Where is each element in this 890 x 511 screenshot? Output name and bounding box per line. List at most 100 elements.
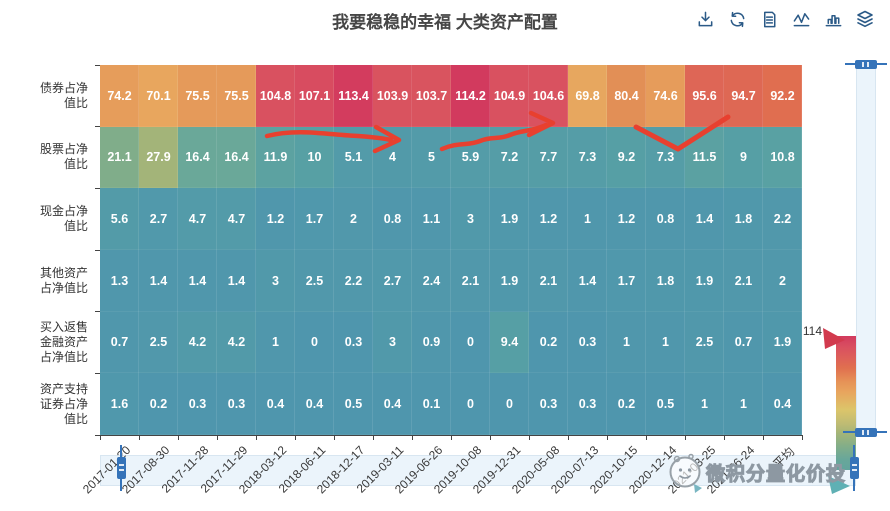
heatmap-cell[interactable]: 0.3 [334, 311, 373, 374]
heatmap-cell[interactable]: 11.5 [685, 126, 724, 189]
heatmap-cell[interactable]: 5 [412, 126, 451, 189]
heatmap-cell[interactable]: 2.2 [334, 250, 373, 312]
datazoom-horizontal-track[interactable] [100, 455, 856, 486]
heatmap-cell[interactable]: 0 [490, 373, 529, 435]
heatmap-cell[interactable]: 0.3 [568, 311, 607, 374]
heatmap-cell[interactable]: 1 [256, 311, 295, 374]
heatmap-cell[interactable]: 0 [295, 311, 334, 374]
restore-icon[interactable] [726, 8, 748, 30]
heatmap-cell[interactable]: 9.4 [490, 311, 529, 374]
heatmap-cell[interactable]: 2 [763, 250, 802, 312]
heatmap-cell[interactable]: 0.3 [217, 373, 256, 435]
heatmap-cell[interactable]: 2.5 [685, 311, 724, 374]
visualmap-lower-handle-icon[interactable] [828, 476, 850, 494]
heatmap-cell[interactable]: 1.4 [217, 250, 256, 312]
heatmap-cell[interactable]: 16.4 [178, 126, 217, 189]
data-view-icon[interactable] [758, 8, 780, 30]
heatmap-cell[interactable]: 0.3 [178, 373, 217, 435]
heatmap-cell[interactable]: 2.5 [295, 250, 334, 312]
heatmap-cell[interactable]: 1.9 [685, 250, 724, 312]
heatmap-cell[interactable]: 11.9 [256, 126, 295, 189]
heatmap-cell[interactable]: 2.7 [373, 250, 412, 312]
heatmap-cell[interactable]: 0.4 [295, 373, 334, 435]
heatmap-cell[interactable]: 92.2 [763, 65, 802, 127]
heatmap-cell[interactable]: 9.2 [607, 126, 646, 189]
heatmap-cell[interactable]: 1.7 [607, 250, 646, 312]
visualmap-upper-handle-icon[interactable] [823, 328, 845, 349]
heatmap-cell[interactable]: 107.1 [295, 65, 334, 127]
heatmap-cell[interactable]: 4.7 [178, 188, 217, 250]
heatmap-cell[interactable]: 0.3 [529, 373, 568, 435]
heatmap-cell[interactable]: 4.2 [217, 311, 256, 374]
visualmap-gradient-bar[interactable] [836, 336, 856, 470]
heatmap-cell[interactable]: 7.3 [568, 126, 607, 189]
heatmap-cell[interactable]: 21.1 [100, 126, 139, 189]
heatmap-cell[interactable]: 3 [256, 250, 295, 312]
heatmap-cell[interactable]: 1 [685, 373, 724, 435]
heatmap-cell[interactable]: 9 [724, 126, 763, 189]
heatmap-cell[interactable]: 1.2 [607, 188, 646, 250]
heatmap-cell[interactable]: 1.9 [490, 188, 529, 250]
heatmap-cell[interactable]: 2.1 [529, 250, 568, 312]
heatmap-cell[interactable]: 113.4 [334, 65, 373, 127]
heatmap-cell[interactable]: 0.2 [607, 373, 646, 435]
line-chart-icon[interactable] [790, 8, 812, 30]
heatmap-cell[interactable]: 0.3 [568, 373, 607, 435]
heatmap-cell[interactable]: 0.2 [139, 373, 178, 435]
heatmap-cell[interactable]: 4.7 [217, 188, 256, 250]
heatmap-cell[interactable]: 80.4 [607, 65, 646, 127]
heatmap-cell[interactable]: 2.5 [139, 311, 178, 374]
datazoom-horizontal-left-handle[interactable] [116, 457, 126, 479]
heatmap-cell[interactable]: 74.6 [646, 65, 685, 127]
datazoom-vertical-bottom-handle[interactable] [855, 427, 877, 437]
heatmap-cell[interactable]: 1.4 [685, 188, 724, 250]
heatmap-cell[interactable]: 3 [373, 311, 412, 374]
heatmap-cell[interactable]: 70.1 [139, 65, 178, 127]
heatmap-cell[interactable]: 1.6 [100, 373, 139, 435]
heatmap-cell[interactable]: 1.4 [178, 250, 217, 312]
heatmap-cell[interactable]: 1.2 [256, 188, 295, 250]
heatmap-cell[interactable]: 1.4 [139, 250, 178, 312]
heatmap-cell[interactable]: 2.4 [412, 250, 451, 312]
heatmap-cell[interactable]: 7.3 [646, 126, 685, 189]
heatmap-cell[interactable]: 1.4 [568, 250, 607, 312]
heatmap-cell[interactable]: 5.9 [451, 126, 490, 189]
heatmap-cell[interactable]: 0.4 [373, 373, 412, 435]
heatmap-cell[interactable]: 95.6 [685, 65, 724, 127]
heatmap-cell[interactable]: 1.3 [100, 250, 139, 312]
heatmap-cell[interactable]: 0 [451, 311, 490, 374]
heatmap-cell[interactable]: 7.7 [529, 126, 568, 189]
heatmap-cell[interactable]: 1.8 [646, 250, 685, 312]
heatmap-cell[interactable]: 0.2 [529, 311, 568, 374]
heatmap-cell[interactable]: 75.5 [178, 65, 217, 127]
datazoom-horizontal-right-handle[interactable] [849, 457, 859, 479]
heatmap-cell[interactable]: 7.2 [490, 126, 529, 189]
heatmap-cell[interactable]: 2 [334, 188, 373, 250]
heatmap-cell[interactable]: 5.1 [334, 126, 373, 189]
heatmap-cell[interactable]: 103.7 [412, 65, 451, 127]
heatmap-cell[interactable]: 2.2 [763, 188, 802, 250]
heatmap-cell[interactable]: 1.7 [295, 188, 334, 250]
heatmap-cell[interactable]: 0.8 [646, 188, 685, 250]
heatmap-cell[interactable]: 0.4 [763, 373, 802, 435]
heatmap-cell[interactable]: 0 [451, 373, 490, 435]
heatmap-cell[interactable]: 69.8 [568, 65, 607, 127]
heatmap-cell[interactable]: 1 [646, 311, 685, 374]
heatmap-cell[interactable]: 2.1 [724, 250, 763, 312]
heatmap-cell[interactable]: 2.7 [139, 188, 178, 250]
heatmap-cell[interactable]: 1.9 [490, 250, 529, 312]
heatmap-cell[interactable]: 1.2 [529, 188, 568, 250]
heatmap-cell[interactable]: 114.2 [451, 65, 490, 127]
heatmap-cell[interactable]: 1.8 [724, 188, 763, 250]
heatmap-cell[interactable]: 4 [373, 126, 412, 189]
heatmap-cell[interactable]: 103.9 [373, 65, 412, 127]
heatmap-cell[interactable]: 10 [295, 126, 334, 189]
heatmap-cell[interactable]: 0.1 [412, 373, 451, 435]
save-as-image-icon[interactable] [694, 8, 716, 30]
heatmap-cell[interactable]: 27.9 [139, 126, 178, 189]
heatmap-cell[interactable]: 104.6 [529, 65, 568, 127]
datazoom-vertical-top-handle[interactable] [855, 59, 877, 69]
heatmap-cell[interactable]: 74.2 [100, 65, 139, 127]
stack-icon[interactable] [854, 8, 876, 30]
heatmap-cell[interactable]: 3 [451, 188, 490, 250]
